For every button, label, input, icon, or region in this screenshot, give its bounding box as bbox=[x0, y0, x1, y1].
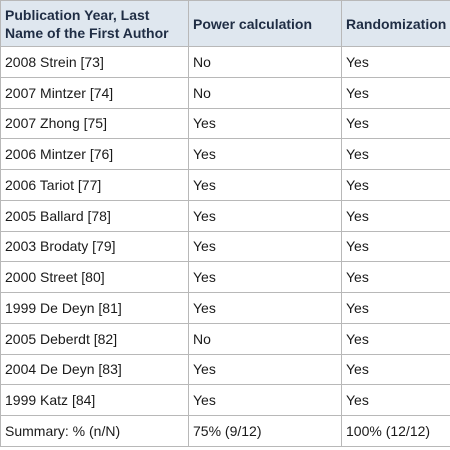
table-row: 2005 Ballard [78] Yes Yes bbox=[0, 199, 450, 232]
table-row: 1999 Katz [84] Yes Yes bbox=[0, 384, 450, 416]
cell-power: No bbox=[188, 76, 342, 109]
cell-randomization: Yes bbox=[341, 322, 450, 355]
summary-row: Summary: % (n/N) 75% (9/12) 100% (12/12) bbox=[0, 415, 450, 447]
cell-author: 2007 Zhong [75] bbox=[0, 107, 189, 140]
cell-power: Yes bbox=[188, 199, 342, 232]
cell-author: 2003 Brodaty [79] bbox=[0, 230, 189, 263]
table-row: 2008 Strein [73] No Yes bbox=[0, 46, 450, 78]
table-header: Publication Year, Last Name of the First… bbox=[0, 0, 450, 47]
cell-randomization: Yes bbox=[341, 169, 450, 201]
cell-randomization: Yes bbox=[341, 46, 450, 78]
table-row: 2006 Tariot [77] Yes Yes bbox=[0, 169, 450, 201]
header-randomization: Randomization bbox=[341, 0, 450, 47]
cell-power: Yes bbox=[188, 292, 342, 324]
table-body: 2008 Strein [73] No Yes 2007 Mintzer [74… bbox=[0, 46, 450, 447]
table-row: 2005 Deberdt [82] No Yes bbox=[0, 322, 450, 355]
header-power-calculation: Power calculation bbox=[188, 0, 342, 47]
cell-randomization: Yes bbox=[341, 107, 450, 140]
cell-author: 2004 De Deyn [83] bbox=[0, 353, 189, 386]
cell-randomization: Yes bbox=[341, 292, 450, 324]
cell-author: 1999 Katz [84] bbox=[0, 384, 189, 416]
summary-label: Summary: % (n/N) bbox=[0, 415, 189, 447]
table-row: 2000 Street [80] Yes Yes bbox=[0, 261, 450, 293]
table-row: 2007 Mintzer [74] No Yes bbox=[0, 76, 450, 109]
cell-randomization: Yes bbox=[341, 261, 450, 293]
table-row: 2003 Brodaty [79] Yes Yes bbox=[0, 230, 450, 263]
cell-author: 2008 Strein [73] bbox=[0, 46, 189, 78]
cell-author: 2006 Tariot [77] bbox=[0, 169, 189, 201]
cell-randomization: Yes bbox=[341, 384, 450, 416]
cell-randomization: Yes bbox=[341, 76, 450, 109]
cell-power: Yes bbox=[188, 261, 342, 293]
cell-power: Yes bbox=[188, 107, 342, 140]
cell-author: 2005 Deberdt [82] bbox=[0, 322, 189, 355]
summary-randomization: 100% (12/12) bbox=[341, 415, 450, 447]
table-row: 2004 De Deyn [83] Yes Yes bbox=[0, 353, 450, 386]
header-author: Publication Year, Last Name of the First… bbox=[0, 0, 189, 47]
cell-power: Yes bbox=[188, 138, 342, 170]
cell-power: No bbox=[188, 322, 342, 355]
cell-randomization: Yes bbox=[341, 138, 450, 170]
cell-author: 2006 Mintzer [76] bbox=[0, 138, 189, 170]
cell-power: Yes bbox=[188, 353, 342, 386]
cell-randomization: Yes bbox=[341, 199, 450, 232]
cell-author: 2000 Street [80] bbox=[0, 261, 189, 293]
cell-power: Yes bbox=[188, 230, 342, 263]
table-row: 2007 Zhong [75] Yes Yes bbox=[0, 107, 450, 140]
table-row: 1999 De Deyn [81] Yes Yes bbox=[0, 292, 450, 324]
cell-randomization: Yes bbox=[341, 230, 450, 263]
cell-power: No bbox=[188, 46, 342, 78]
cell-author: 1999 De Deyn [81] bbox=[0, 292, 189, 324]
cell-power: Yes bbox=[188, 169, 342, 201]
table-row: 2006 Mintzer [76] Yes Yes bbox=[0, 138, 450, 170]
cell-power: Yes bbox=[188, 384, 342, 416]
summary-power: 75% (9/12) bbox=[188, 415, 342, 447]
header-row: Publication Year, Last Name of the First… bbox=[0, 0, 450, 47]
cell-randomization: Yes bbox=[341, 353, 450, 386]
cell-author: 2005 Ballard [78] bbox=[0, 199, 189, 232]
cell-author: 2007 Mintzer [74] bbox=[0, 76, 189, 109]
